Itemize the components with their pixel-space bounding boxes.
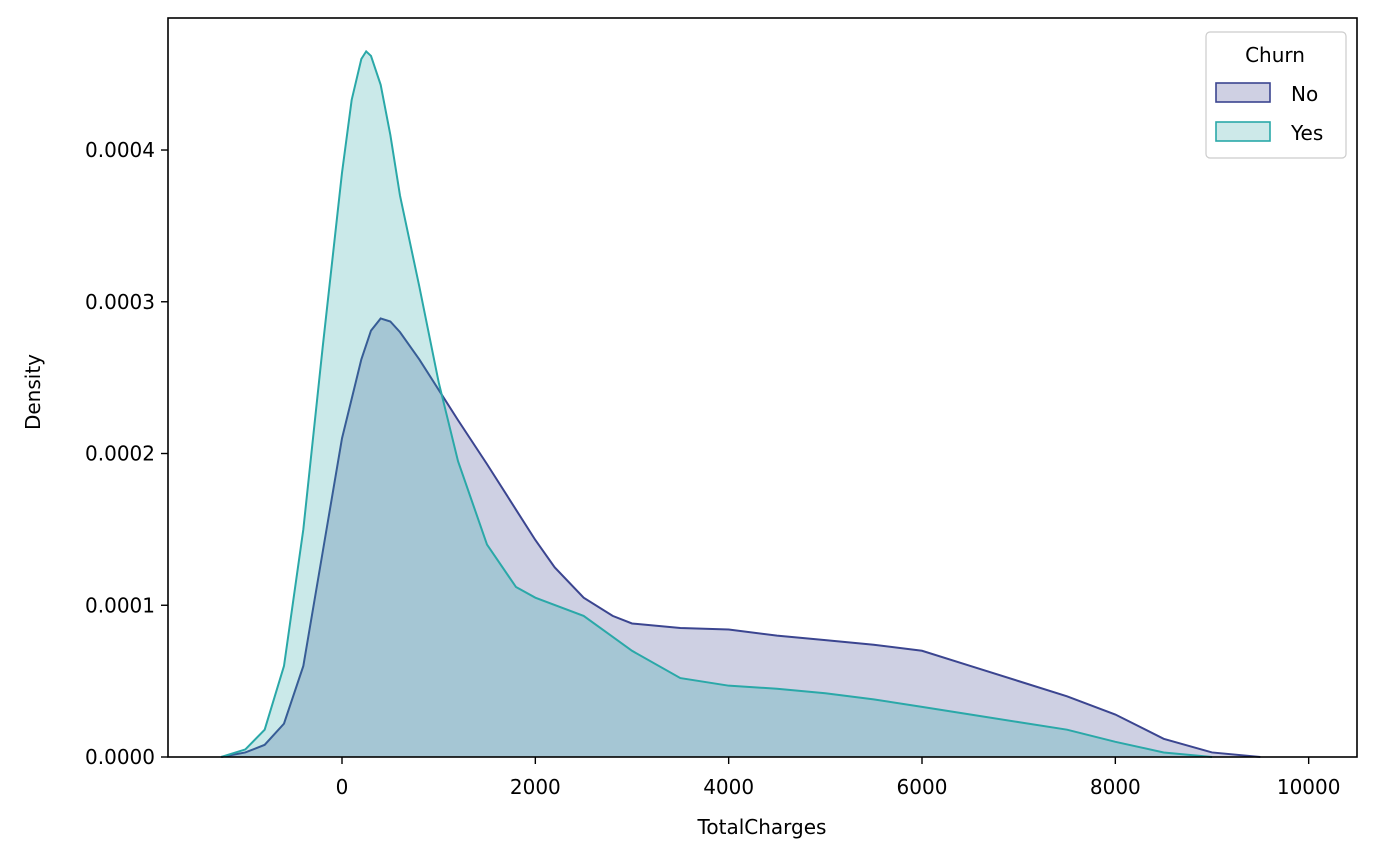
- x-tick-label: 2000: [510, 775, 561, 799]
- plot-frame: [167, 17, 1358, 758]
- y-tick-label: 0.0004: [85, 138, 155, 162]
- y-tick-label: 0.0001: [85, 593, 155, 617]
- series-line-no: [220, 317, 1261, 758]
- series-area-yes: [221, 51, 1213, 757]
- y-axis-label: Density: [21, 354, 45, 430]
- x-axis: 0 2000 4000 6000 8000 10000: [336, 757, 1341, 799]
- x-axis-label: TotalCharges: [697, 815, 827, 839]
- series-area-no: [221, 318, 1261, 757]
- x-tick-label: 8000: [1090, 775, 1141, 799]
- y-axis: 0.0000 0.0001 0.0002 0.0003 0.0004: [85, 138, 168, 769]
- legend-swatch-no: [1215, 82, 1271, 103]
- x-tick-label: 6000: [897, 775, 948, 799]
- y-tick-label: 0.0003: [85, 290, 155, 314]
- legend-title: Churn: [1245, 43, 1305, 67]
- series-line-yes: [220, 49, 1213, 758]
- y-tick-label: 0.0002: [85, 442, 155, 466]
- legend: Churn No Yes: [1205, 31, 1347, 159]
- legend-label-yes: Yes: [1290, 121, 1323, 145]
- y-tick-label: 0.0000: [85, 745, 155, 769]
- x-tick-label: 4000: [703, 775, 754, 799]
- legend-label-no: No: [1291, 82, 1318, 106]
- x-tick-label: 10000: [1277, 775, 1341, 799]
- legend-swatch-yes: [1215, 121, 1271, 142]
- series-layer: [220, 49, 1261, 758]
- x-tick-label: 0: [336, 775, 349, 799]
